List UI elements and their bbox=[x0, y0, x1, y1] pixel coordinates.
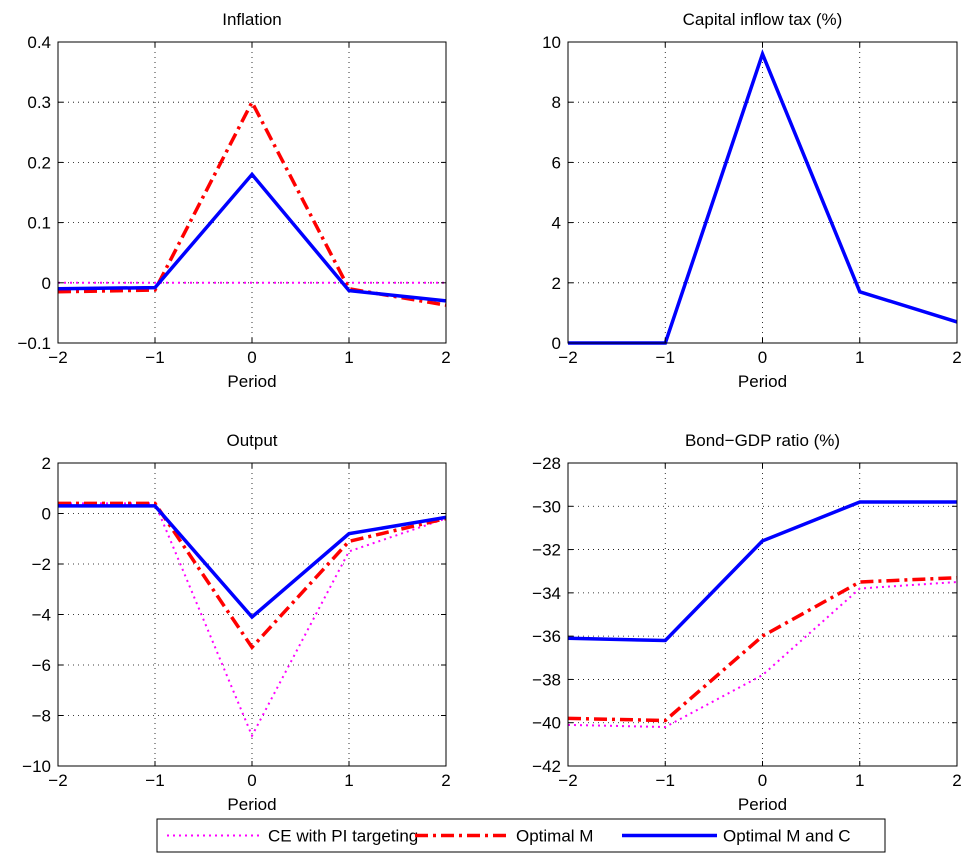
x-tick-label: −1 bbox=[145, 771, 164, 790]
y-tick-label: 0 bbox=[552, 334, 561, 353]
legend-label-optimal_mc: Optimal M and C bbox=[723, 827, 851, 846]
y-tick-label: 10 bbox=[542, 33, 561, 52]
x-tick-label: 2 bbox=[441, 348, 450, 367]
x-tick-label: 1 bbox=[344, 348, 353, 367]
x-tick-label: 2 bbox=[441, 771, 450, 790]
subplot-1: −2 −1 0 1 2 −0.1 0 0.1 0.2 0.3 0.4 Inflation Period bbox=[17, 10, 450, 391]
y-tick-label: 2 bbox=[552, 274, 561, 293]
x-tick-label: −1 bbox=[656, 771, 675, 790]
subplot-2: −2 −1 0 1 2 0 2 4 6 8 10 Capital inflow tax (%) Peri… bbox=[542, 10, 962, 391]
x-tick-label: 2 bbox=[952, 348, 961, 367]
x-tick-label: 0 bbox=[247, 771, 256, 790]
x-tick-label: −2 bbox=[48, 348, 67, 367]
x-tick-label: −1 bbox=[145, 348, 164, 367]
series-line-optimal_mc bbox=[567, 500, 957, 643]
subplot-4: −2 −1 0 1 2 −42 −40 −38 −36 −34 −32 −30 −28 Bond−GDP … bbox=[532, 431, 962, 814]
x-tick-label: −2 bbox=[48, 771, 67, 790]
y-tick-label: 0 bbox=[42, 274, 51, 293]
y-tick-label: 8 bbox=[552, 93, 561, 112]
y-tick-label: −8 bbox=[32, 707, 51, 726]
y-tick-label: 0.4 bbox=[27, 33, 51, 52]
legend-box bbox=[156, 818, 886, 853]
subplot-title: Output bbox=[226, 431, 277, 450]
x-tick-label: −2 bbox=[558, 348, 577, 367]
series-line-optimal_m bbox=[58, 501, 447, 651]
series-line-optimal_mc bbox=[58, 504, 447, 620]
x-tick-label: −2 bbox=[558, 771, 577, 790]
x-axis-label: Period bbox=[227, 372, 276, 391]
y-tick-label: −4 bbox=[32, 606, 51, 625]
y-tick-label: 6 bbox=[552, 153, 561, 172]
y-tick-label: −2 bbox=[32, 555, 51, 574]
x-tick-label: 0 bbox=[247, 348, 256, 367]
legend-label-optimal_m: Optimal M bbox=[516, 827, 593, 846]
y-tick-label: −36 bbox=[532, 627, 561, 646]
y-tick-label: −0.1 bbox=[17, 334, 51, 353]
y-tick-label: −40 bbox=[532, 714, 561, 733]
x-tick-label: −1 bbox=[656, 348, 675, 367]
y-tick-label: 2 bbox=[42, 454, 51, 473]
y-tick-label: −42 bbox=[532, 757, 561, 776]
x-tick-label: 0 bbox=[758, 348, 767, 367]
y-tick-label: 4 bbox=[552, 214, 561, 233]
x-axis-label: Period bbox=[227, 795, 276, 814]
series-line-ce bbox=[58, 502, 447, 739]
subplot-title: Inflation bbox=[222, 10, 282, 29]
y-tick-label: −6 bbox=[32, 656, 51, 675]
y-tick-label: −34 bbox=[532, 584, 561, 603]
y-tick-label: 0.1 bbox=[27, 214, 51, 233]
x-axis-label: Period bbox=[738, 795, 787, 814]
subplot-title: Capital inflow tax (%) bbox=[683, 10, 843, 29]
x-tick-label: 2 bbox=[952, 771, 961, 790]
y-tick-label: −38 bbox=[532, 670, 561, 689]
x-axis-label: Period bbox=[738, 372, 787, 391]
legend: CE with PI targeting Optimal M Optimal M a… bbox=[156, 818, 886, 853]
y-tick-label: 0.2 bbox=[27, 153, 51, 172]
series-line-optimal_m bbox=[567, 575, 958, 723]
subplot-title: Bond−GDP ratio (%) bbox=[685, 431, 840, 450]
legend-label-ce: CE with PI targeting bbox=[268, 827, 418, 846]
y-tick-label: −30 bbox=[532, 497, 561, 516]
x-tick-label: 1 bbox=[855, 771, 864, 790]
y-tick-label: −10 bbox=[22, 757, 51, 776]
y-tick-label: 0.3 bbox=[27, 93, 51, 112]
subplot-grid: −2 −1 0 1 2−0.100.10.20.30.4InflationPeriod−… bbox=[17, 10, 961, 814]
series-line-optimal_mc bbox=[57, 171, 447, 303]
y-tick-label: −32 bbox=[532, 541, 561, 560]
x-tick-label: 1 bbox=[855, 348, 864, 367]
x-tick-label: 0 bbox=[758, 771, 767, 790]
x-tick-label: 1 bbox=[344, 771, 353, 790]
y-tick-label: −28 bbox=[532, 454, 561, 473]
y-tick-label: 0 bbox=[42, 505, 51, 524]
